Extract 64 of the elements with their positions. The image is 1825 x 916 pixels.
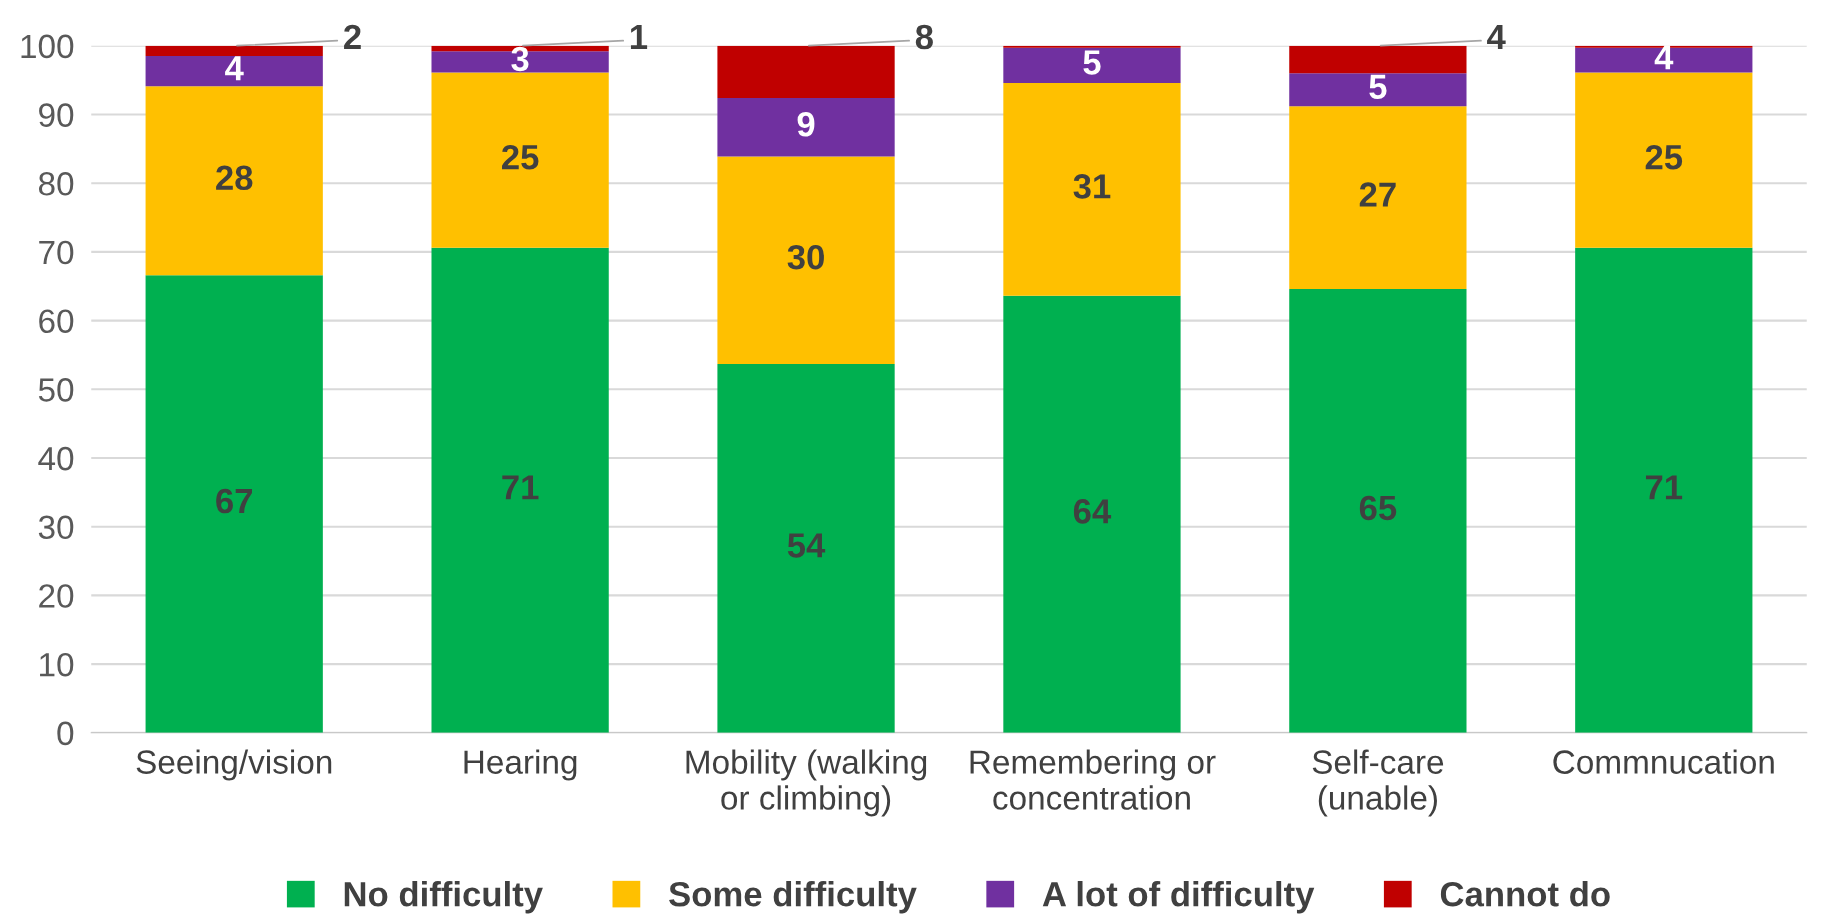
data-label: 31: [1073, 174, 1111, 199]
y-tick-label: 0: [57, 721, 74, 746]
bar: [431, 247, 609, 733]
y-tick-label: 100: [21, 34, 74, 59]
bar: [717, 45, 895, 99]
y-tick-label: 30: [38, 515, 74, 540]
x-tick-label: Self-care (unable): [1312, 749, 1444, 817]
data-label: 30: [787, 244, 824, 270]
data-label: 28: [216, 165, 253, 191]
data-label: 3: [511, 46, 529, 72]
data-label: 27: [1359, 182, 1396, 207]
bar: [1575, 47, 1753, 73]
data-label: 71: [1645, 475, 1683, 500]
bar: [1575, 72, 1753, 248]
bar: [1003, 47, 1181, 83]
legend-label: A lot of difficulty: [1042, 881, 1315, 914]
bar: [1289, 73, 1467, 107]
data-label: 4: [1654, 45, 1674, 70]
legend-label: Cannot do: [1440, 881, 1610, 907]
data-label: 5: [1083, 50, 1101, 75]
bar: [1289, 45, 1467, 74]
data-label: 5: [1369, 74, 1387, 100]
bar: [145, 45, 323, 57]
data-label: 67: [216, 488, 252, 514]
y-tick-label: 50: [38, 378, 74, 402]
data-label: 9: [797, 111, 815, 137]
data-label: 65: [1359, 495, 1397, 521]
x-tick-label: Hearing: [464, 749, 577, 781]
y-tick-label: 10: [40, 652, 74, 677]
x-tick-label: Mobility (walking or climbing): [686, 749, 927, 817]
data-label: 64: [1073, 499, 1112, 524]
bar: [1289, 106, 1467, 289]
data-label: 71: [502, 475, 539, 500]
bar: [1003, 45, 1181, 48]
data-label: 4: [225, 56, 244, 81]
y-tick-label: 80: [38, 172, 74, 196]
bar: [145, 86, 323, 276]
legend-label: No difficulty: [344, 881, 543, 914]
data-label: 8: [915, 24, 933, 50]
bar: [717, 156, 895, 364]
bar: [145, 56, 323, 87]
data-label: 25: [502, 144, 539, 170]
y-tick-label: 70: [39, 240, 74, 265]
x-tick-label: Commnucation: [1553, 749, 1774, 774]
data-label: 54: [787, 533, 826, 558]
data-label: 1: [630, 25, 648, 49]
data-label: 25: [1645, 144, 1683, 170]
y-tick-label: 90: [39, 103, 74, 127]
bar: [1003, 82, 1181, 296]
y-tick-label: 20: [39, 584, 74, 608]
bar: [145, 275, 323, 733]
legend-label: Some difficulty: [669, 881, 917, 914]
y-tick-label: 60: [39, 309, 74, 334]
y-tick-label: 40: [38, 446, 74, 471]
bar: [1575, 247, 1753, 733]
bar: [717, 98, 895, 157]
data-label: 2: [344, 24, 361, 49]
bar: [1003, 295, 1181, 733]
bar: [1289, 289, 1467, 733]
x-tick-label: Remembering or concentration: [970, 749, 1216, 810]
bar: [717, 363, 895, 733]
x-tick-label: Seeing/vision: [136, 749, 332, 781]
bar: [431, 72, 609, 248]
data-label: 4: [1487, 25, 1506, 49]
